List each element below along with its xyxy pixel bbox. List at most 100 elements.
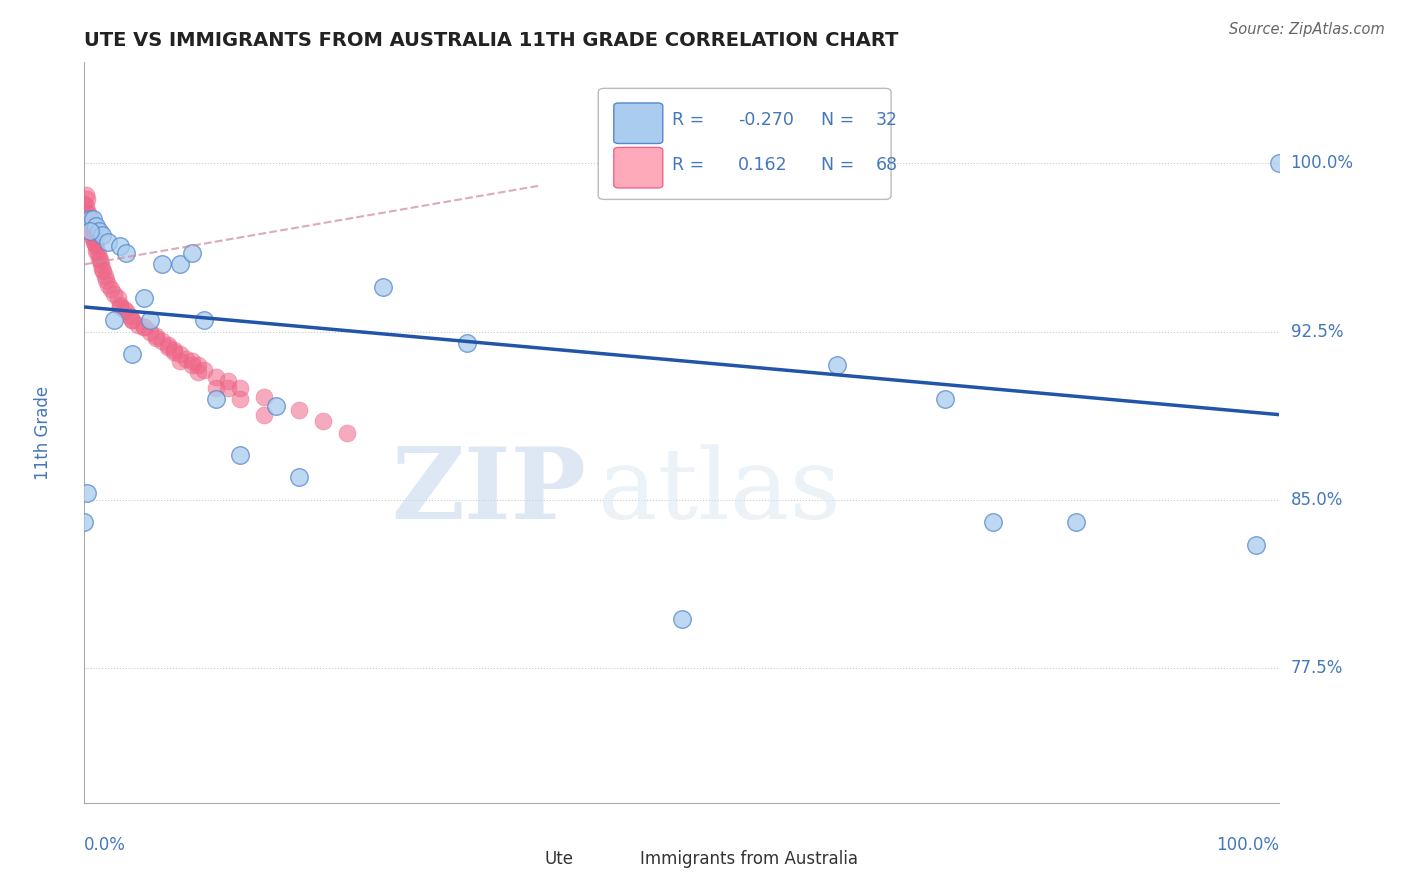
Point: [80, 224, 103, 238]
Point: [145, 329, 167, 343]
Text: R =: R =: [672, 112, 710, 129]
Point: [1244, 538, 1267, 552]
Point: [163, 344, 186, 359]
Point: [217, 381, 239, 395]
Point: [87, 251, 110, 265]
Point: [193, 363, 215, 377]
Text: R =: R =: [672, 155, 716, 174]
Text: N =: N =: [810, 155, 859, 174]
Point: [169, 347, 191, 361]
Point: [456, 335, 478, 350]
Point: [76, 486, 98, 500]
Point: [91, 228, 114, 243]
Point: [103, 286, 125, 301]
Point: [84, 237, 107, 252]
Point: [79, 212, 101, 227]
Point: [79, 224, 101, 238]
Point: [97, 235, 120, 249]
Text: N =: N =: [810, 112, 859, 129]
Text: Ute: Ute: [544, 850, 574, 868]
Point: [75, 187, 97, 202]
Point: [181, 359, 204, 373]
Point: [163, 343, 186, 357]
Text: 100.0%: 100.0%: [1291, 154, 1354, 172]
Point: [118, 309, 141, 323]
Point: [1268, 156, 1291, 170]
Point: [73, 212, 96, 227]
Point: [205, 392, 228, 406]
Point: [157, 340, 180, 354]
Point: [93, 264, 115, 278]
Point: [110, 300, 132, 314]
Point: [157, 338, 180, 352]
Point: [90, 257, 112, 271]
Point: [217, 374, 239, 388]
Point: [76, 206, 98, 220]
Text: Source: ZipAtlas.com: Source: ZipAtlas.com: [1229, 22, 1385, 37]
Point: [187, 359, 209, 373]
Point: [193, 313, 215, 327]
Point: [229, 392, 252, 406]
Point: [83, 235, 105, 249]
Point: [112, 302, 135, 317]
Text: 11th Grade: 11th Grade: [34, 385, 52, 480]
Point: [373, 280, 395, 294]
FancyBboxPatch shape: [505, 847, 543, 871]
Point: [87, 224, 110, 238]
Point: [229, 381, 252, 395]
Point: [312, 414, 335, 428]
Text: 92.5%: 92.5%: [1291, 323, 1343, 341]
Point: [86, 219, 108, 234]
FancyBboxPatch shape: [614, 103, 662, 144]
Point: [121, 313, 143, 327]
Point: [205, 369, 228, 384]
Point: [79, 219, 101, 234]
Point: [97, 277, 120, 292]
Point: [827, 359, 849, 373]
Text: 85.0%: 85.0%: [1291, 491, 1343, 509]
Point: [187, 365, 209, 379]
Point: [89, 252, 111, 267]
Text: atlas: atlas: [599, 444, 841, 540]
Point: [174, 351, 197, 366]
Point: [981, 516, 1004, 530]
Point: [671, 612, 693, 626]
Point: [100, 282, 122, 296]
Point: [86, 244, 108, 258]
Point: [121, 347, 143, 361]
Point: [93, 268, 115, 283]
Point: [77, 212, 100, 227]
Text: 0.162: 0.162: [738, 155, 787, 174]
Point: [288, 403, 311, 417]
Point: [76, 192, 98, 206]
Point: [86, 239, 108, 253]
Text: 0.0%: 0.0%: [84, 836, 127, 855]
Point: [934, 392, 956, 406]
Point: [181, 354, 204, 368]
Point: [229, 448, 252, 462]
Point: [288, 470, 311, 484]
Text: UTE VS IMMIGRANTS FROM AUSTRALIA 11TH GRADE CORRELATION CHART: UTE VS IMMIGRANTS FROM AUSTRALIA 11TH GR…: [84, 30, 898, 50]
Point: [121, 313, 143, 327]
Point: [77, 212, 100, 227]
Point: [86, 246, 108, 260]
Point: [264, 399, 287, 413]
Text: -0.270: -0.270: [738, 112, 794, 129]
Point: [181, 246, 204, 260]
Point: [169, 354, 191, 368]
FancyBboxPatch shape: [614, 147, 662, 188]
Text: 100.0%: 100.0%: [1216, 836, 1279, 855]
Point: [169, 257, 191, 271]
Text: 77.5%: 77.5%: [1291, 659, 1343, 677]
Text: 68: 68: [876, 155, 897, 174]
Point: [336, 425, 359, 440]
Point: [150, 334, 173, 348]
Point: [107, 291, 129, 305]
Point: [150, 257, 173, 271]
Point: [77, 206, 100, 220]
FancyBboxPatch shape: [599, 88, 891, 200]
Point: [79, 224, 101, 238]
Point: [132, 291, 156, 305]
Point: [115, 304, 138, 318]
Point: [205, 381, 228, 395]
